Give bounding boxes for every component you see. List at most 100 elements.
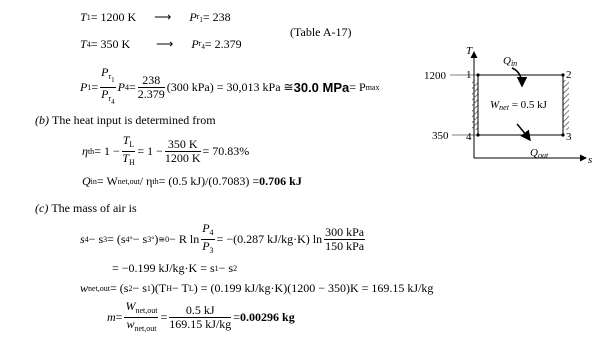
math-text: 238: [137, 74, 165, 88]
math-text: P: [117, 80, 125, 94]
state-point: [561, 133, 565, 137]
math-text: Q: [530, 147, 538, 159]
math-text: = −(0.287 kJ/kg·K) ln: [216, 232, 323, 246]
heat-in-label: Qin: [503, 55, 517, 68]
math-text: in: [90, 177, 97, 186]
fraction: 238 2.379: [137, 74, 165, 101]
fraction: P4 P3: [201, 221, 215, 257]
math-text: 300 kPa: [324, 225, 366, 240]
math-text: 4: [124, 83, 129, 92]
math-text: )(T: [150, 281, 167, 295]
math-text: − s: [88, 232, 104, 246]
math-text: net: [499, 103, 510, 112]
math-text: 30.0 MPa: [293, 80, 350, 95]
math-text: = (s: [110, 281, 129, 295]
math-part: TH: [122, 152, 136, 169]
math-text: = 1 −: [94, 144, 120, 158]
math-text: =: [160, 310, 168, 324]
math-text: P: [191, 37, 199, 51]
math-text: (c): [35, 201, 49, 215]
math-text: 0.5 kJ: [169, 304, 232, 318]
math-text: ): [154, 232, 159, 246]
math-text: T: [80, 10, 87, 24]
state-label: 3: [566, 131, 572, 143]
math-text: net,out: [135, 306, 158, 315]
math-text: P: [202, 221, 210, 235]
math-part: wnet,out: [124, 318, 158, 335]
math-text: P: [101, 65, 109, 79]
fraction: Wnet,out wnet,out: [124, 299, 159, 335]
math-text: r: [108, 94, 112, 103]
math-text: =: [115, 310, 123, 324]
hatch: [563, 80, 569, 130]
heat-out-label: Qout: [530, 147, 549, 160]
state-label: 4: [466, 131, 472, 143]
math-text: T: [122, 133, 130, 147]
table-ref: (Table A-17): [290, 25, 351, 40]
math-text: ⟶: [154, 10, 172, 24]
math-text: = 238: [202, 10, 231, 24]
math-text: P: [189, 10, 197, 24]
math-text: P: [101, 87, 109, 101]
math-text: = (s: [107, 232, 126, 246]
math-part: r4: [108, 94, 114, 106]
math-text: The mass of air is: [51, 201, 137, 215]
math-text: =: [233, 310, 241, 324]
math-text: ≅0: [158, 235, 170, 244]
math-text: = P: [349, 80, 366, 94]
math-part: P3: [201, 240, 214, 257]
math-text: 3: [147, 235, 152, 244]
math-text: P: [80, 80, 88, 94]
math-text: 1: [199, 15, 203, 24]
fraction: TL TH: [121, 133, 136, 169]
math-text: T: [80, 37, 87, 51]
math-text: W: [490, 99, 500, 111]
hatch: [472, 80, 478, 130]
math-text: net,out: [117, 177, 140, 186]
math-text: r: [108, 72, 112, 81]
math-text: 169.15 kJ/kg: [169, 317, 232, 331]
math-text: L: [188, 284, 194, 293]
math-text: r: [196, 11, 200, 21]
math-text: − R ln: [169, 232, 200, 246]
math-text: =: [91, 80, 99, 94]
math-part: TL: [121, 133, 136, 152]
math-text: 150 kPa: [325, 239, 365, 253]
math-text: max: [365, 83, 380, 92]
section-heading: (b) The heat input is determined from: [35, 113, 216, 128]
math-text: 2: [128, 284, 133, 293]
math-text: m: [107, 310, 116, 324]
math-text: w: [126, 317, 135, 331]
math-text: 4: [209, 228, 214, 237]
math-text: The heat input is determined from: [52, 113, 216, 127]
math-text: W: [125, 299, 136, 313]
math-part: r1: [197, 12, 203, 24]
fraction: Pr1 Pr4: [100, 66, 116, 109]
math-text: = 0.5 kJ: [509, 99, 548, 111]
math-text: = 1 −: [137, 144, 163, 158]
math-text: = 1200 K: [90, 10, 137, 24]
math-part: r4: [199, 39, 205, 51]
fraction: 0.5 kJ 169.15 kJ/kg: [169, 304, 232, 331]
math-text: (Table A-17): [290, 25, 352, 39]
math-text: =: [128, 80, 136, 94]
math-text: = (0.5 kJ)/(0.7083) =: [158, 174, 260, 188]
math-text: η: [82, 144, 88, 158]
math-text: 350 K: [164, 138, 201, 152]
math-text: °: [129, 235, 133, 244]
state-label: 2: [566, 69, 572, 81]
math-text: in: [511, 59, 517, 68]
math-part: Wnet,out: [124, 299, 159, 318]
equation: η th = 1 − TL TH = 1 − 350 K 1200 K = 70.83…: [82, 134, 249, 169]
math-text: − s: [132, 281, 147, 295]
math-text: = 2.379: [204, 37, 242, 51]
math-text: net,out: [88, 284, 111, 293]
math-text: L: [129, 140, 135, 149]
math-text: H: [166, 284, 172, 293]
math-text: s: [80, 232, 85, 246]
